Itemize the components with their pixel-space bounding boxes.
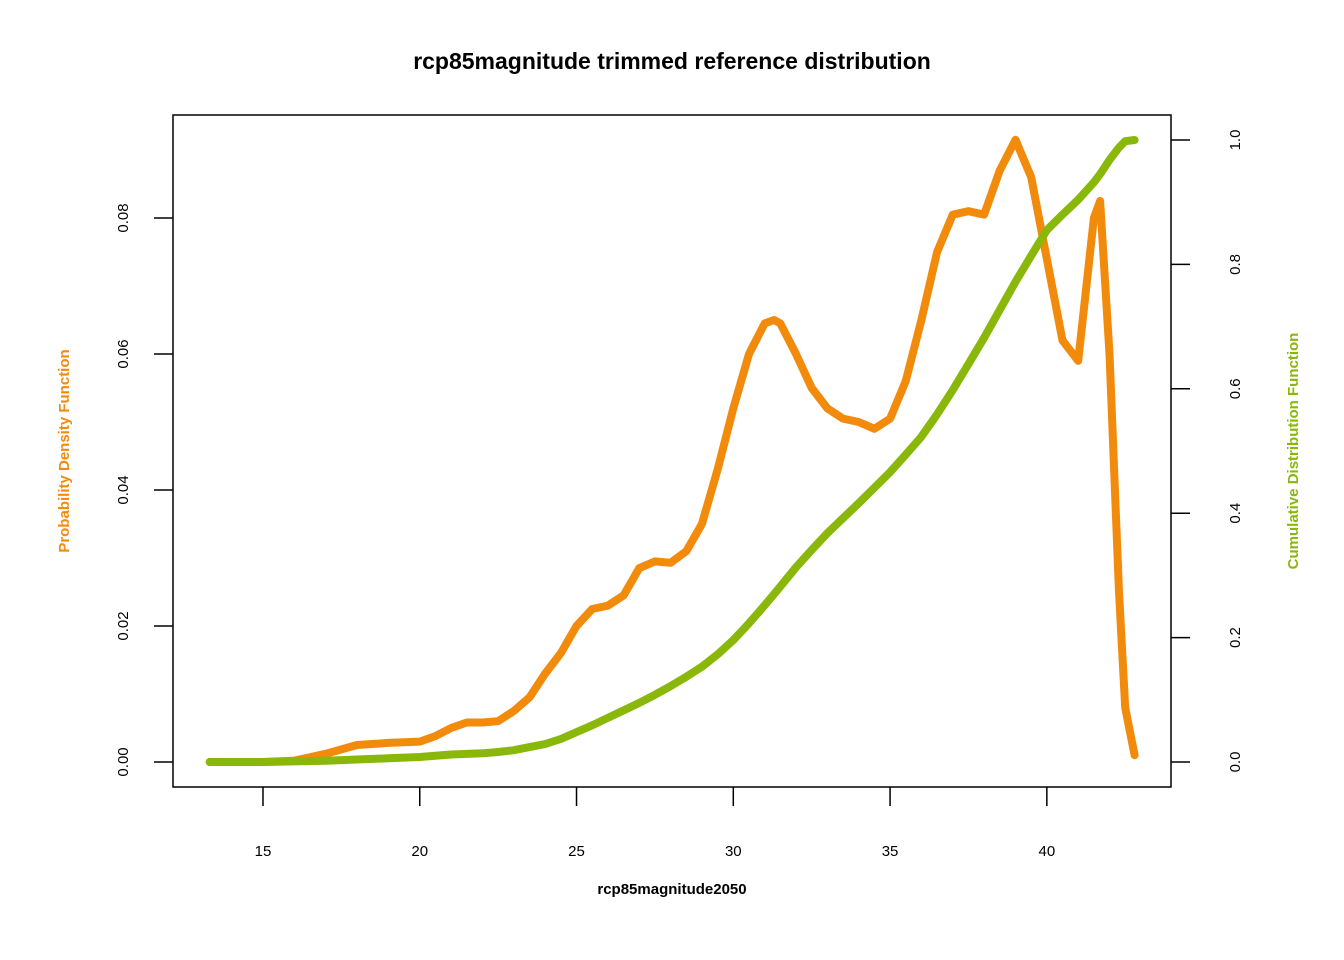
x-tick-label: 35 [882,843,899,860]
y-tick-label: 0.02 [115,611,132,640]
y2-axis-title: Cumulative Distribution Function [1285,333,1302,570]
plot-frame [172,114,1172,788]
y2-tick-label: 0.4 [1227,503,1244,524]
x-axis-title: rcp85magnitude2050 [597,881,746,898]
y2-tick-label: 0.8 [1227,254,1244,275]
x-tick-label: 40 [1038,843,1055,860]
y-tick-label: 0.00 [115,747,132,776]
y2-tick-label: 0.2 [1227,627,1244,648]
x-tick-label: 25 [568,843,585,860]
series-line [205,135,1139,766]
y2-tick-label: 1.0 [1227,130,1244,151]
y-axis-title: Probability Density Function [56,349,73,552]
y-tick-label: 0.06 [115,339,132,368]
x-tick-label: 20 [411,843,428,860]
x-tick-label: 30 [725,843,742,860]
y2-tick-label: 0.6 [1227,378,1244,399]
y2-tick-label: 0.0 [1227,752,1244,773]
series-line [205,136,1139,766]
x-tick-label: 15 [255,843,272,860]
y-tick-label: 0.04 [115,475,132,504]
y-tick-label: 0.08 [115,203,132,232]
chart-title: rcp85magnitude trimmed reference distrib… [413,48,931,74]
